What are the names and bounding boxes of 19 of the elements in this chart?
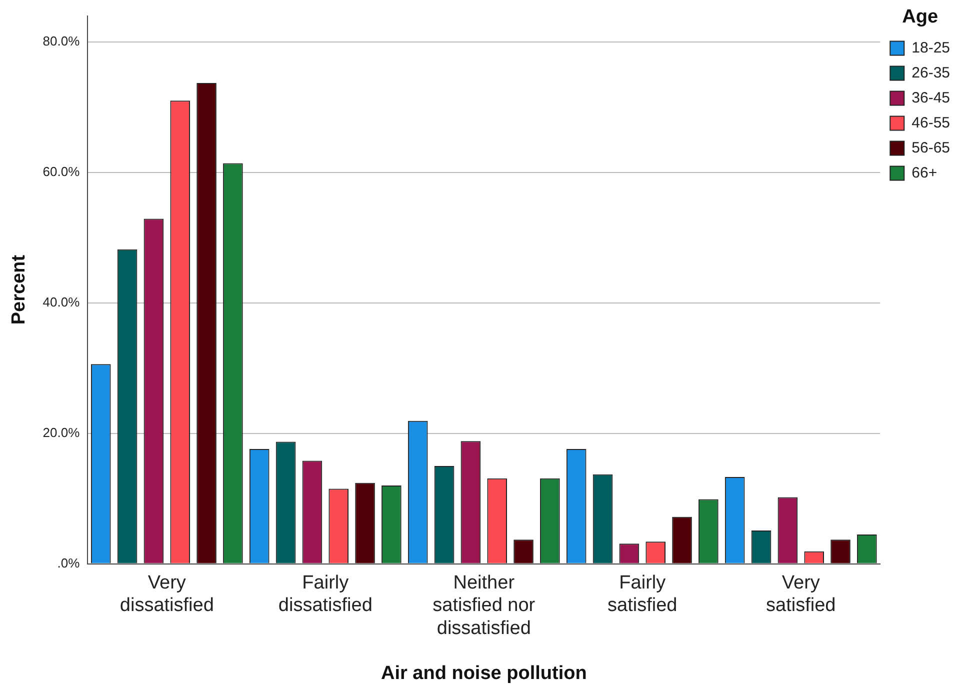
legend-label: 26-35	[912, 64, 950, 82]
y-tick-label: 60.0%	[42, 164, 80, 179]
legend-label: 18-25	[912, 39, 950, 56]
legend-label: 36-45	[912, 89, 950, 106]
legend-title: Age	[902, 6, 938, 28]
y-tick-label: 80.0%	[42, 33, 80, 48]
y-tick-label: 20.0%	[42, 424, 80, 440]
x-tick-label: Neither satisfied nor dissatisfied	[432, 572, 536, 640]
legend-label: 66+	[912, 164, 938, 182]
x-axis-title: Air and noise pollution	[380, 662, 587, 684]
x-tick-label: Very dissatisfied	[120, 572, 214, 616]
x-tick-label: Fairly dissatisfied	[278, 572, 372, 616]
y-tick-label: .0%	[57, 555, 80, 570]
legend-label: 46-55	[912, 114, 950, 132]
x-tick-label: Very satisfied	[766, 572, 836, 616]
legend-label: 56-65	[912, 139, 950, 156]
y-tick-label: 40.0%	[42, 294, 80, 310]
y-axis-title: Percent	[8, 254, 30, 325]
x-tick-label: Fairly satisfied	[608, 572, 678, 616]
